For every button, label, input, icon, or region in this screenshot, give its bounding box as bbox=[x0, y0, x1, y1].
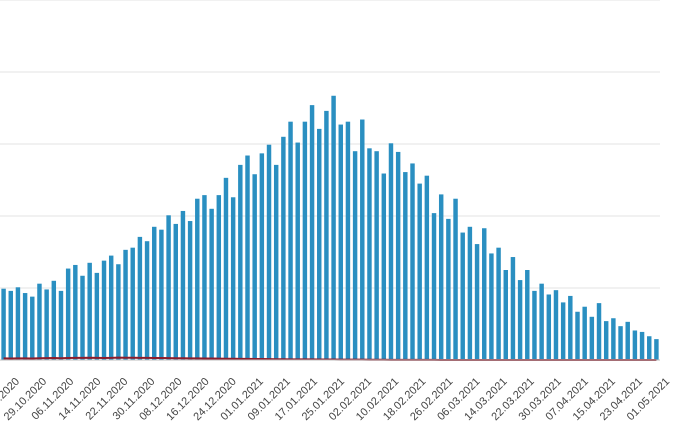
bar bbox=[1, 288, 6, 360]
bar bbox=[8, 290, 13, 360]
bar bbox=[438, 194, 444, 360]
bar bbox=[603, 321, 609, 360]
bar bbox=[173, 223, 178, 360]
bar bbox=[374, 151, 379, 360]
bar bbox=[582, 306, 587, 360]
bar bbox=[202, 195, 207, 360]
bar bbox=[539, 283, 544, 360]
bar bbox=[360, 119, 365, 361]
bar bbox=[618, 326, 623, 360]
bar bbox=[417, 183, 422, 360]
bar bbox=[30, 296, 35, 360]
bar bbox=[632, 330, 638, 360]
bar bbox=[460, 232, 465, 360]
bar bbox=[446, 218, 451, 360]
bar bbox=[467, 226, 473, 360]
bar bbox=[611, 318, 616, 360]
bar bbox=[37, 283, 42, 360]
bar bbox=[230, 197, 236, 360]
bar bbox=[431, 213, 437, 360]
bar bbox=[238, 164, 243, 360]
bar bbox=[474, 244, 480, 360]
bar bbox=[317, 128, 322, 360]
bar bbox=[144, 241, 150, 360]
bar bbox=[101, 260, 107, 360]
bar bbox=[116, 264, 121, 360]
bar bbox=[80, 275, 85, 360]
bar bbox=[273, 164, 279, 360]
bar bbox=[187, 221, 193, 360]
bar bbox=[596, 303, 602, 360]
bar bbox=[130, 247, 135, 360]
bar bbox=[525, 270, 530, 360]
bar bbox=[510, 257, 516, 360]
bar bbox=[65, 268, 71, 360]
bar bbox=[381, 173, 387, 360]
bar bbox=[73, 264, 78, 360]
bar bbox=[108, 255, 114, 360]
bar bbox=[395, 151, 401, 360]
x-axis-ticks: 21.10.202029.10.202006.11.202014.11.2020… bbox=[0, 376, 672, 423]
bar bbox=[123, 249, 128, 360]
bar bbox=[266, 144, 272, 360]
bar bbox=[575, 311, 580, 360]
bar bbox=[309, 105, 315, 361]
bar bbox=[338, 124, 343, 360]
bar bbox=[152, 226, 157, 360]
bars bbox=[1, 95, 659, 361]
bar bbox=[281, 136, 286, 360]
bar bbox=[58, 290, 64, 360]
bar bbox=[589, 316, 595, 360]
bar bbox=[560, 302, 566, 360]
bar bbox=[245, 155, 250, 360]
bar bbox=[503, 270, 508, 360]
bar bbox=[324, 110, 329, 360]
bar bbox=[625, 321, 630, 360]
bar bbox=[180, 210, 186, 360]
bar bbox=[639, 331, 645, 360]
bar bbox=[22, 293, 28, 360]
bar bbox=[482, 228, 487, 360]
bar bbox=[159, 229, 164, 360]
bar bbox=[352, 151, 358, 360]
bar bbox=[532, 290, 537, 360]
bar bbox=[15, 287, 21, 360]
bar bbox=[87, 262, 92, 360]
bar bbox=[453, 198, 458, 360]
bar bbox=[647, 336, 652, 360]
bar bbox=[489, 253, 494, 360]
bar bbox=[216, 195, 222, 360]
bar bbox=[424, 175, 430, 360]
bar bbox=[259, 153, 265, 360]
bar bbox=[223, 177, 229, 360]
bar bbox=[288, 121, 293, 361]
bar bbox=[209, 208, 214, 360]
bar bbox=[517, 280, 523, 360]
bar bbox=[388, 143, 394, 360]
bar bbox=[553, 290, 559, 360]
grid-lines bbox=[0, 0, 660, 289]
bar bbox=[345, 121, 351, 361]
bar bbox=[546, 294, 552, 360]
bar bbox=[252, 174, 257, 360]
bar bbox=[568, 295, 573, 360]
bar bbox=[302, 121, 308, 361]
bar bbox=[94, 272, 100, 360]
bar bbox=[51, 280, 57, 360]
bar bbox=[496, 247, 501, 360]
bar bbox=[137, 236, 143, 360]
bar bbox=[195, 198, 200, 360]
bar bbox=[367, 148, 372, 360]
bar bbox=[166, 215, 171, 360]
bar bbox=[295, 142, 300, 360]
bar bbox=[654, 339, 659, 360]
bar bbox=[403, 172, 408, 360]
bar bbox=[44, 289, 49, 360]
bar bbox=[331, 95, 336, 360]
bar bbox=[410, 163, 415, 360]
